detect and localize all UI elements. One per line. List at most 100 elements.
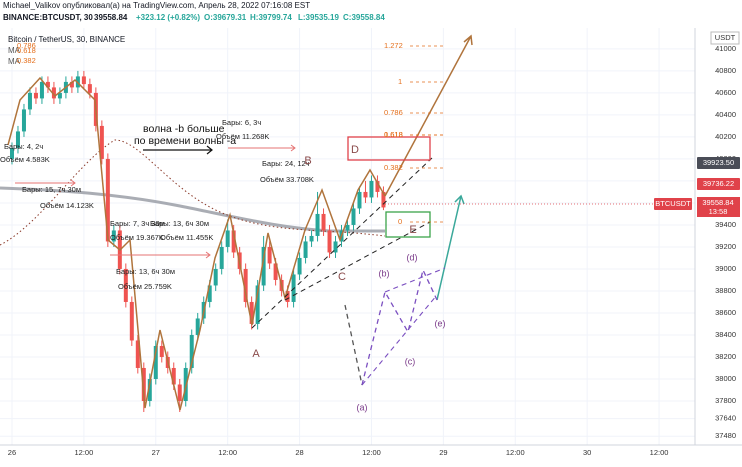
annotation: Бары: 15, 7ч 30м [22,185,81,194]
y-tick-label: 38600 [715,308,736,317]
ohlc: H:39799.74 [250,13,292,22]
symbol-badge: BTCUSDT [655,199,691,208]
candle-body [15,131,20,148]
y-tick-label: 38000 [715,374,736,383]
candle-body [105,158,110,242]
candle-body [333,241,338,253]
timer: 13:58 [709,207,728,216]
candle-body [171,367,176,385]
price-axis-bg [695,0,742,462]
candle-body [219,246,224,269]
candle-body [357,191,362,209]
candle-body [147,378,152,401]
y-tick-label: 37800 [715,396,736,405]
symbol: BINANCE:BTCUSDT, 30 [3,13,93,22]
candle-body [303,241,308,258]
x-tick-label: 12:00 [362,448,381,457]
price-level: 39923.50 [703,158,734,167]
note: волна -b больше [143,123,225,135]
y-tick-label: 40800 [715,66,736,75]
annotation: Бары: 24, 12ч [262,159,310,168]
triangle-line [284,221,431,301]
projection-line [384,35,472,197]
legend-ma: MA [8,57,21,66]
candle-body [141,367,146,401]
legend-fib: 0.786 [17,41,36,50]
price-level: 39736.22 [703,179,734,188]
overlay: 4100040800406004040040200400003980039600… [0,1,740,457]
candle-body [267,246,272,264]
y-tick-label: 38800 [715,286,736,295]
candle-body [129,301,134,341]
legend-fib: 0.382 [17,56,36,65]
candle-body [213,268,218,286]
channel-line [361,294,438,386]
ma-line [0,186,385,233]
wave-line [7,76,386,411]
wave-label: (b) [379,268,390,278]
candle-body [39,81,44,99]
candle-body [45,81,50,88]
x-tick-label: 30 [583,448,591,457]
currency: USDT [715,33,736,42]
candle-body [207,285,212,302]
y-tick-label: 38200 [715,352,736,361]
x-tick-label: 12:00 [74,448,93,457]
wave-label: A [252,348,260,360]
y-tick-label: 40400 [715,110,736,119]
annotation: Бары: 13, 6ч 30м [116,267,175,276]
wave-label: E [409,224,416,236]
fib-levels: 1.272 1.618 1 0.786 0.618 0.382 0 [384,41,445,226]
fib-label: 1.272 [384,41,403,50]
projection-line [436,195,462,301]
y-tick-label: 40600 [715,88,736,97]
candle-body [243,268,248,302]
y-tick-label: 38400 [715,330,736,339]
candle-body [177,384,182,401]
ohlc: O:39679.31 [204,13,247,22]
arrow-head [454,194,465,205]
wave-label: C [338,271,346,283]
annotation: Объём 11.455K [160,233,213,242]
candle-body [297,257,302,275]
y-tick-label: 40200 [715,132,736,141]
annotation: Объём 4.583K [0,155,50,164]
annotation: Объём 33.708K [260,175,314,184]
symbol-badge-bg [654,198,692,210]
candle-body [57,92,62,99]
wave-label: (c) [405,356,416,366]
candle-body [21,109,26,132]
author-line: Michael_Valikov опубликовал(а) на Tradin… [3,1,310,10]
wave-label: B [304,155,311,167]
candle-body [249,301,254,324]
y-tick-label: 41000 [715,44,736,53]
candle-body [315,213,320,236]
candle-body [135,340,140,368]
candle-body [99,125,104,159]
candle-body [327,230,332,253]
candle-body [363,191,368,198]
x-tick-label: 26 [8,448,16,457]
y-tick-label: 39000 [715,264,736,273]
annotation: Бары: 6, 3ч [222,118,261,127]
candle-body [351,208,356,225]
y-tick-label: 39200 [715,242,736,251]
range-arrows [15,144,296,259]
sub-wave-line [344,304,363,386]
candle-body [87,84,92,93]
change: +323.12 (+0.82%) [136,13,200,22]
candle-body [69,81,74,88]
legend-fib: 0.618 [17,46,36,55]
y-tick-label: 37480 [715,431,736,440]
candle-body [195,318,200,335]
annotation: Объём 19.367K [110,233,164,242]
annotation: Бары: 4, 2ч [4,142,43,151]
candle-body [153,345,158,379]
wave-label: (a) [357,402,368,412]
candle-body [189,334,194,368]
arrow-head [206,145,213,155]
candle-body [381,191,386,208]
candle-body [285,290,290,302]
